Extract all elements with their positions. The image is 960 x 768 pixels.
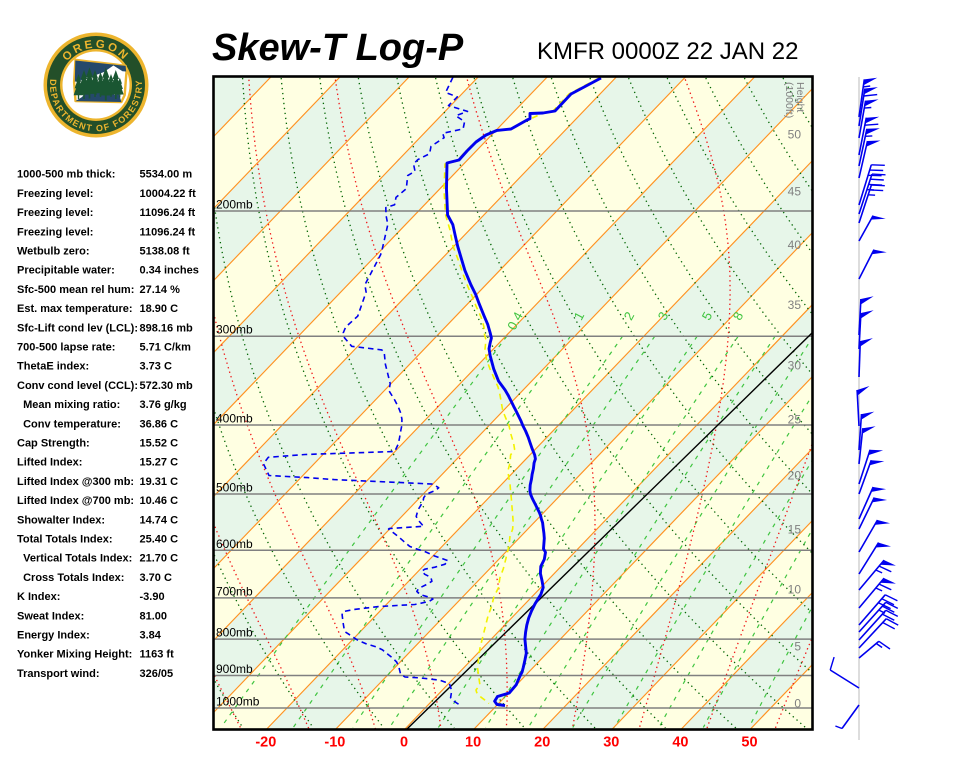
svg-text:15.27 C: 15.27 C	[140, 457, 179, 469]
svg-text:1000-500 mb thick:: 1000-500 mb thick:	[17, 169, 115, 181]
svg-text:572.30 mb: 572.30 mb	[140, 380, 193, 392]
svg-text:898.16 mb: 898.16 mb	[140, 322, 193, 334]
svg-text:11096.24 ft: 11096.24 ft	[140, 207, 196, 219]
svg-text:10.46 C: 10.46 C	[140, 495, 179, 507]
svg-text:5534.00 m: 5534.00 m	[140, 169, 193, 181]
svg-text:Height: Height	[794, 82, 806, 112]
svg-text:3.70 C: 3.70 C	[140, 572, 172, 584]
svg-text:14.74 C: 14.74 C	[140, 514, 179, 526]
svg-text:KMFR 0000Z 22 JAN 22: KMFR 0000Z 22 JAN 22	[537, 38, 798, 65]
svg-text:Mean mixing ratio:: Mean mixing ratio:	[17, 399, 120, 411]
svg-text:900mb: 900mb	[216, 662, 253, 676]
svg-text:50: 50	[741, 735, 757, 751]
svg-text:500mb: 500mb	[216, 481, 253, 495]
svg-text:18.90 C: 18.90 C	[140, 303, 179, 315]
svg-text:Freezing level:: Freezing level:	[17, 188, 93, 200]
svg-text:Lifted Index @300 mb:: Lifted Index @300 mb:	[17, 476, 134, 488]
svg-text:Wetbulb zero:: Wetbulb zero:	[17, 246, 90, 258]
svg-text:Yonker Mixing Height:: Yonker Mixing Height:	[17, 649, 132, 661]
svg-text:1163 ft: 1163 ft	[140, 649, 175, 661]
svg-text:Sfc-500 mean rel hum:: Sfc-500 mean rel hum:	[17, 284, 134, 296]
svg-text:K Index:: K Index:	[17, 591, 60, 603]
svg-text:11096.24 ft: 11096.24 ft	[140, 226, 196, 238]
svg-text:Lifted Index:: Lifted Index:	[17, 457, 82, 469]
svg-text:5138.08 ft: 5138.08 ft	[140, 246, 190, 258]
svg-text:Sfc-Lift cond lev (LCL):: Sfc-Lift cond lev (LCL):	[17, 322, 138, 334]
svg-text:600mb: 600mb	[216, 537, 253, 551]
svg-text:3.73 C: 3.73 C	[140, 361, 172, 373]
svg-text:400mb: 400mb	[216, 412, 253, 426]
svg-text:81.00: 81.00	[140, 610, 168, 622]
svg-text:30: 30	[603, 735, 619, 751]
svg-text:Conv cond level (CCL):: Conv cond level (CCL):	[17, 380, 138, 392]
svg-text:0.34 inches: 0.34 inches	[140, 265, 199, 277]
svg-text:Lifted Index @700 mb:: Lifted Index @700 mb:	[17, 495, 134, 507]
svg-text:ThetaE index:: ThetaE index:	[17, 361, 89, 373]
svg-text:700-500 lapse rate:: 700-500 lapse rate:	[17, 342, 115, 354]
svg-text:-10: -10	[324, 735, 345, 751]
svg-text:Cap Strength:: Cap Strength:	[17, 438, 90, 450]
svg-text:Skew-T Log-P: Skew-T Log-P	[212, 27, 464, 69]
svg-text:300mb: 300mb	[216, 323, 253, 337]
svg-text:45: 45	[788, 185, 802, 199]
svg-text:200mb: 200mb	[216, 198, 253, 212]
svg-text:10: 10	[465, 735, 481, 751]
svg-text:40: 40	[788, 238, 802, 252]
svg-text:3.76 g/kg: 3.76 g/kg	[140, 399, 187, 411]
svg-text:20: 20	[788, 469, 802, 483]
svg-text:30: 30	[788, 358, 802, 372]
svg-text:50: 50	[788, 128, 802, 142]
svg-text:40: 40	[672, 735, 688, 751]
svg-text:Cross Totals Index:: Cross Totals Index:	[17, 572, 124, 584]
svg-text:Freezing level:: Freezing level:	[17, 226, 93, 238]
svg-text:-3.90: -3.90	[140, 591, 165, 603]
svg-text:0: 0	[400, 735, 408, 751]
svg-text:10: 10	[788, 583, 802, 597]
svg-text:-20: -20	[255, 735, 276, 751]
svg-text:27.14 %: 27.14 %	[140, 284, 181, 296]
svg-text:Est. max temperature:: Est. max temperature:	[17, 303, 133, 315]
svg-text:0: 0	[794, 697, 801, 711]
svg-text:20: 20	[534, 735, 550, 751]
svg-text:10004.22 ft: 10004.22 ft	[140, 188, 197, 200]
svg-text:Energy Index:: Energy Index:	[17, 630, 90, 642]
svg-text:Showalter Index:: Showalter Index:	[17, 514, 105, 526]
svg-text:5.71 C/km: 5.71 C/km	[140, 342, 192, 354]
svg-text:Precipitable water:: Precipitable water:	[17, 265, 115, 277]
svg-text:35: 35	[788, 298, 802, 312]
svg-text:0.4: 0.4	[504, 309, 526, 332]
svg-text:19.31 C: 19.31 C	[140, 476, 179, 488]
svg-text:Freezing level:: Freezing level:	[17, 207, 93, 219]
svg-text:15: 15	[788, 523, 802, 537]
svg-text:(1000ft): (1000ft)	[783, 82, 795, 118]
svg-text:700mb: 700mb	[216, 584, 253, 598]
svg-text:Vertical Totals Index:: Vertical Totals Index:	[17, 553, 132, 565]
svg-text:36.86 C: 36.86 C	[140, 418, 179, 430]
svg-text:15.52 C: 15.52 C	[140, 438, 179, 450]
svg-text:Transport wind:: Transport wind:	[17, 668, 100, 680]
svg-text:326/05: 326/05	[140, 668, 174, 680]
svg-text:800mb: 800mb	[216, 626, 253, 640]
svg-text:Sweat Index:: Sweat Index:	[17, 610, 84, 622]
svg-text:1000mb: 1000mb	[216, 695, 260, 709]
svg-text:5: 5	[794, 640, 801, 654]
svg-text:Total Totals Index:: Total Totals Index:	[17, 534, 113, 546]
svg-text:Conv temperature:: Conv temperature:	[17, 418, 121, 430]
svg-text:25.40 C: 25.40 C	[140, 534, 179, 546]
svg-text:25: 25	[788, 413, 802, 427]
svg-text:21.70 C: 21.70 C	[140, 553, 179, 565]
svg-text:3.84: 3.84	[140, 630, 162, 642]
